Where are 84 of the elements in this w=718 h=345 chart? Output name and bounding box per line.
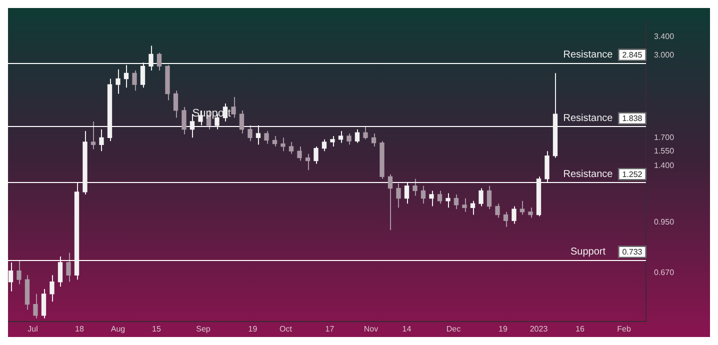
x-tick-label: Oct <box>280 324 293 334</box>
x-tick-label: Feb <box>617 324 632 334</box>
candlestick <box>454 194 459 210</box>
candlestick <box>528 207 533 218</box>
candlestick <box>182 106 186 135</box>
x-tick-label: 2023 <box>530 324 548 334</box>
candlestick <box>437 190 442 204</box>
x-tick-label: 17 <box>325 324 335 334</box>
candlestick <box>116 68 120 94</box>
y-tick-label: 1.700 <box>654 132 675 142</box>
candlestick <box>173 90 178 118</box>
candlestick <box>50 274 54 302</box>
candlestick <box>322 138 327 152</box>
candlestick <box>66 252 71 282</box>
candlestick <box>297 146 302 162</box>
candlestick <box>90 121 96 150</box>
x-tick-label: 18 <box>75 324 84 334</box>
candlestick <box>58 256 63 288</box>
candlestick <box>99 128 104 152</box>
x-tick-label: Dec <box>446 324 461 334</box>
x-tick-label: Jul <box>28 324 38 334</box>
candlestick <box>462 198 467 212</box>
ref-line-label: Support <box>570 246 606 258</box>
candlestick <box>132 70 137 92</box>
candlestick <box>239 110 244 134</box>
x-tick-label: 19 <box>498 324 508 334</box>
ref-line-label: Resistance <box>563 50 614 61</box>
annotation: 1.838 <box>622 114 643 124</box>
candlestick <box>148 45 154 71</box>
y-tick-label: 0.670 <box>654 268 675 278</box>
candlestick <box>330 135 335 147</box>
candlestick <box>124 64 129 88</box>
candlestick <box>429 190 434 207</box>
annotation: 1.252 <box>622 170 643 179</box>
annotation: 2.845 <box>622 50 643 60</box>
x-tick-label: 14 <box>402 324 412 334</box>
y-tick-label: 1.400 <box>654 161 675 170</box>
candlestick <box>272 135 278 147</box>
candlestick <box>338 130 344 144</box>
y-tick-label: 3.000 <box>654 50 675 60</box>
x-tick-label: Sep <box>196 324 211 334</box>
x-tick-label: 15 <box>152 324 162 334</box>
candlestick <box>264 130 269 144</box>
candlestick <box>314 146 318 164</box>
candlestick <box>33 293 38 319</box>
x-tick-label: 19 <box>248 324 258 334</box>
candlestick <box>156 52 162 71</box>
candlestick <box>140 62 146 88</box>
candlestick <box>8 262 14 292</box>
candlestick <box>388 174 393 231</box>
x-tick-label: Nov <box>364 324 378 334</box>
candlestick <box>486 185 492 210</box>
candlestick <box>470 200 476 216</box>
candlestick <box>354 128 360 144</box>
candlestick <box>363 126 368 140</box>
y-tick-label: 1.550 <box>654 146 675 156</box>
x-tick-label: Aug <box>110 324 126 334</box>
candlestick <box>305 153 310 171</box>
candlestick <box>371 132 376 147</box>
candlestick <box>544 150 550 183</box>
y-tick-label: 3.400 <box>654 32 675 42</box>
candlestick <box>404 182 410 204</box>
candlestick <box>495 203 500 218</box>
candlestick <box>503 211 508 228</box>
candlestick <box>248 124 252 142</box>
ref-line-label: Resistance <box>563 168 614 180</box>
candlestick <box>231 96 236 118</box>
candlestick <box>288 142 294 154</box>
candlestick <box>520 200 525 216</box>
candlestick <box>16 260 22 285</box>
y-tick-label: 0.950 <box>654 217 675 226</box>
annotation: 0.733 <box>622 248 643 257</box>
candlestick <box>446 192 450 208</box>
candlestick <box>412 178 418 196</box>
candlestick <box>396 183 401 208</box>
candlestick <box>478 188 484 207</box>
candlestick <box>41 288 46 319</box>
candlestick <box>346 132 352 146</box>
candlestick <box>420 185 426 204</box>
candlestick <box>512 206 516 224</box>
x-tick-label: 16 <box>576 324 585 334</box>
candlestick <box>280 137 286 152</box>
ref-line-label: Resistance <box>563 113 614 124</box>
candlestick <box>256 124 261 146</box>
